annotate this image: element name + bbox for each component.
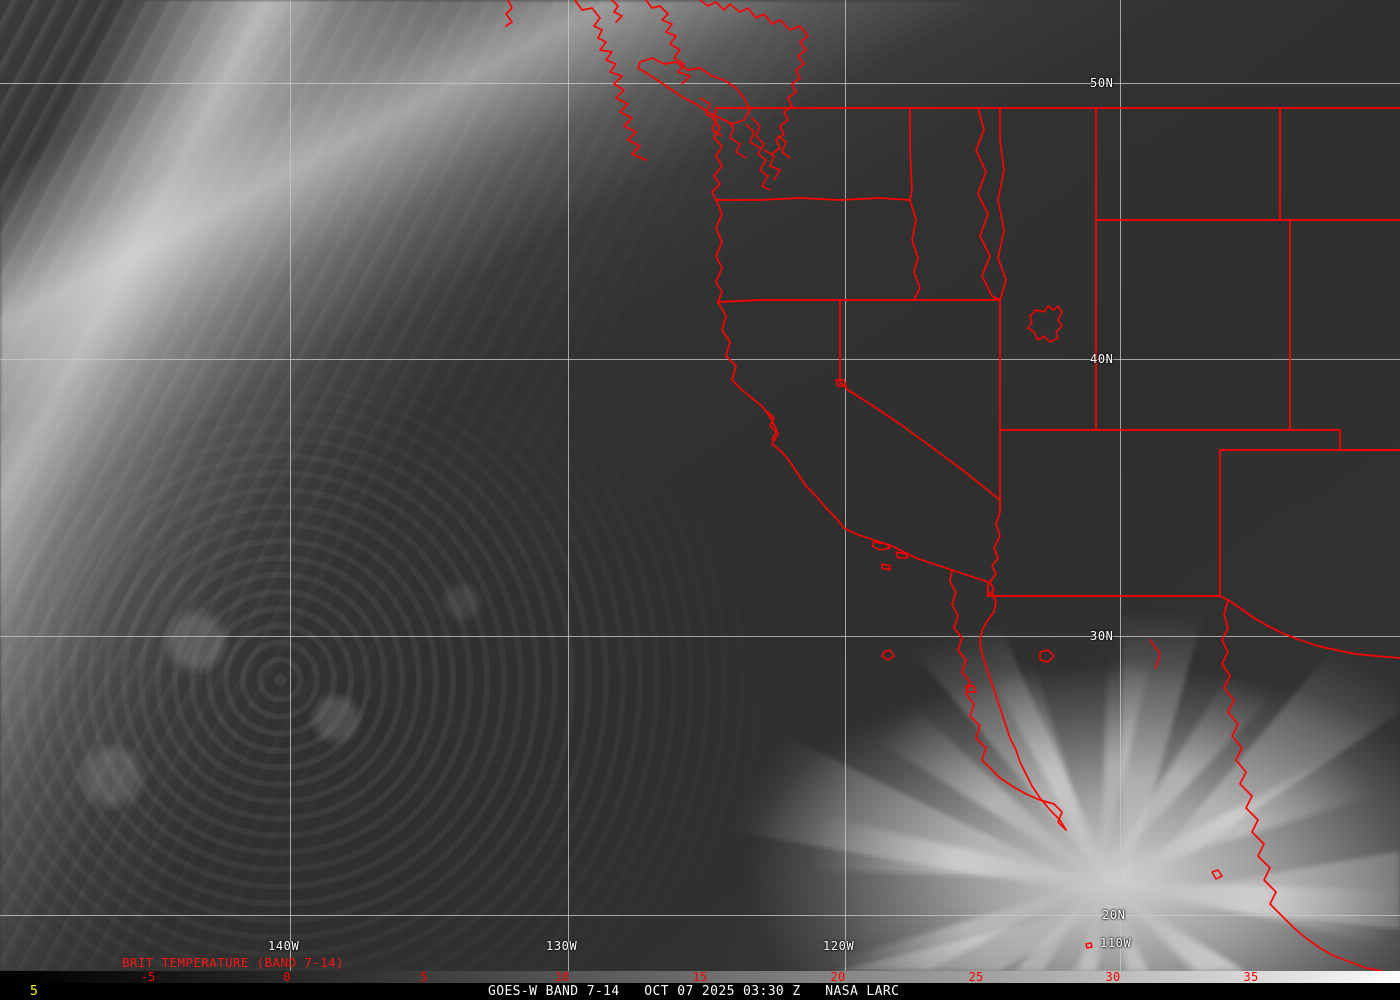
colorbar-gradient: [0, 971, 1400, 983]
graticule-label-lon-130w: 130W: [546, 939, 578, 953]
colorbar-tick-20: 20: [830, 970, 846, 984]
status-info-text: GOES-W BAND 7-14 OCT 07 2025 03:30 Z NAS…: [488, 984, 900, 999]
gridline-lat-20n: [0, 915, 1400, 916]
tropical-cyclone-spiral-layer: [0, 0, 1400, 971]
colorbar-tick-15: 15: [692, 970, 708, 984]
colorbar-tick-0: 0: [283, 970, 291, 984]
gridline-lon-130w: [568, 0, 569, 971]
map-overlay: [505, 0, 1400, 971]
colorbar-title: BRIT TEMPERATURE (BAND 7-14): [122, 955, 344, 970]
graticule-label-lat-40n: 40N: [1090, 352, 1114, 366]
graticule-label-lat-50n: 50N: [1090, 76, 1114, 90]
graticule-label-lat-20n: 20N: [1102, 908, 1126, 922]
status-left-value: 5: [30, 984, 38, 999]
colorbar-tick-25: 25: [968, 970, 984, 984]
gridline-lon-110w: [1120, 0, 1121, 971]
satellite-image[interactable]: 50N 40N 30N 20N 140W 130W 120W 110W BRIT…: [0, 0, 1400, 971]
colorbar-tick-10: 10: [554, 970, 570, 984]
graticule-label-lon-110w: 110W: [1100, 936, 1132, 950]
gridline-lat-50n: [0, 83, 1400, 84]
tropical-cyclone-outer-arc-layer: [0, 0, 1400, 971]
gridline-lon-140w: [290, 0, 291, 971]
colorbar-tick-30: 30: [1105, 970, 1121, 984]
sensor-noise-layer: [0, 0, 1400, 971]
gridline-lat-30n: [0, 636, 1400, 637]
tropical-cyclone-inner-spiral-layer: [0, 0, 1400, 971]
gridline-lat-40n: [0, 359, 1400, 360]
graticule-label-lat-30n: 30N: [1090, 629, 1114, 643]
colorbar-tick-5: 5: [420, 970, 428, 984]
gridline-lon-120w: [845, 0, 846, 971]
graticule-label-lon-120w: 120W: [823, 939, 855, 953]
graticule-label-lon-140w: 140W: [268, 939, 300, 953]
status-bar: 5 GOES-W BAND 7-14 OCT 07 2025 03:30 Z N…: [0, 983, 1400, 1000]
colorbar-tick--5: -5: [140, 970, 156, 984]
colorbar-tick-35: 35: [1243, 970, 1259, 984]
